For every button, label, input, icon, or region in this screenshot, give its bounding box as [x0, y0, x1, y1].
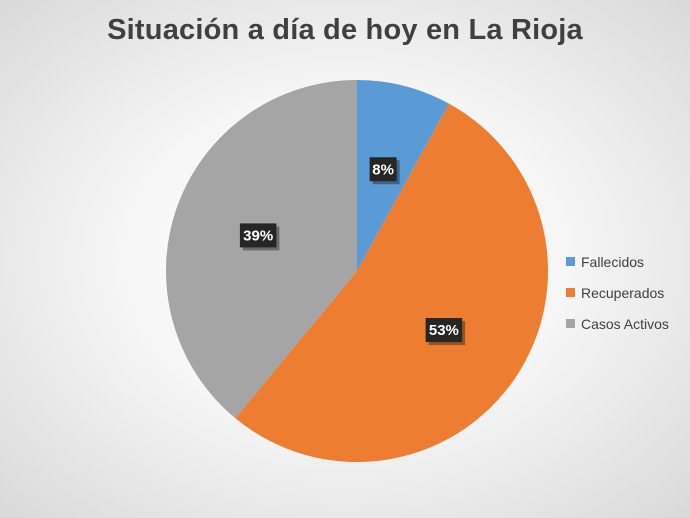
pie-slice-fallecidos: [357, 80, 450, 271]
data-label-fallecidos: 8%: [369, 157, 400, 185]
data-label-text: 39%: [243, 227, 273, 244]
data-label-text: 53%: [429, 322, 459, 339]
legend: Fallecidos Recuperados Casos Activos: [566, 246, 669, 339]
pie-slice-recuperados: [235, 103, 549, 463]
legend-item-casos-activos: Casos Activos: [566, 308, 669, 339]
legend-label: Casos Activos: [581, 315, 669, 332]
legend-swatch: [566, 288, 575, 297]
legend-label: Fallecidos: [581, 253, 645, 270]
pie-slice-casos-activos: [166, 80, 357, 419]
chart-title: Situación a día de hoy en La Rioja: [107, 14, 583, 46]
legend-swatch: [566, 319, 575, 328]
legend-item-recuperados: Recuperados: [566, 277, 669, 308]
data-label-recuperados: 53%: [425, 318, 466, 346]
legend-item-fallecidos: Fallecidos: [566, 246, 669, 277]
legend-label: Recuperados: [581, 284, 665, 301]
legend-swatch: [566, 257, 575, 266]
data-label-casos-activos: 39%: [239, 223, 280, 251]
data-label-text: 8%: [372, 161, 394, 178]
